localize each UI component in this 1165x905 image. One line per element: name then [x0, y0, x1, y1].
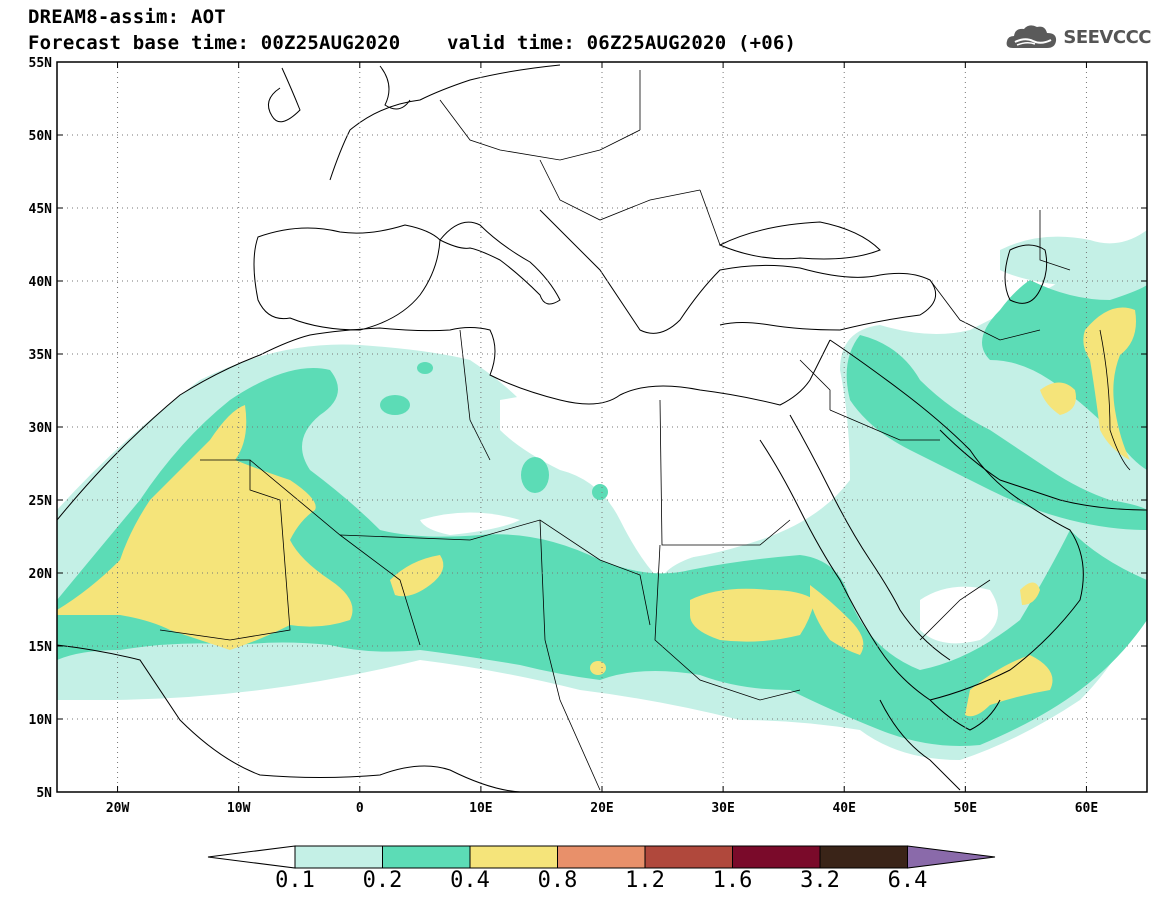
lat-label: 25N — [29, 494, 53, 509]
lat-label: 40N — [29, 275, 53, 290]
colorbar-label: 0.4 — [450, 868, 490, 893]
map-subtitle: Forecast base time: 00Z25AUG2020 valid t… — [28, 32, 797, 54]
lon-label: 60E — [1075, 801, 1098, 816]
map-title: DREAM8-assim: AOT — [28, 6, 226, 28]
colorbar-segment — [294, 845, 383, 869]
lon-label: 0 — [356, 801, 364, 816]
gridlines — [57, 62, 1147, 792]
colorbar-segment — [557, 845, 646, 869]
lat-label: 20N — [29, 567, 53, 582]
longitude-labels: 20W 10W 0 10E 20E 30E 40E 50E 60E — [106, 801, 1098, 816]
colorbar-label: 1.6 — [712, 868, 753, 893]
colorbar-segment — [819, 845, 908, 869]
cloud-icon — [1006, 25, 1057, 48]
lat-label: 30N — [29, 421, 53, 436]
colorbar-arrow-low — [207, 845, 296, 869]
colorbar-label: 0.1 — [275, 868, 315, 893]
aot-field-high — [57, 307, 1136, 717]
seevccc-logo: SEEVCCC — [1005, 22, 1151, 52]
latitude-labels: 55N 50N 45N 40N 35N 30N 25N 20N 15N 10N 5N — [29, 56, 53, 801]
lat-label: 5N — [36, 786, 52, 801]
colorbar-label: 6.4 — [887, 868, 928, 893]
coastlines — [57, 64, 1147, 792]
colorbar-segment — [382, 845, 471, 869]
lat-label: 15N — [29, 640, 53, 655]
lon-label: 40E — [832, 801, 855, 816]
lat-label: 50N — [29, 129, 53, 144]
colorbar-label: 0.8 — [537, 868, 578, 893]
colorbar-segment — [469, 845, 558, 869]
lon-label: 20E — [590, 801, 613, 816]
colorbar-segment — [644, 845, 733, 869]
lon-label: 20W — [106, 801, 130, 816]
colorbar-label: 1.2 — [625, 868, 665, 893]
country-borders — [159, 70, 1131, 791]
lon-label: 30E — [711, 801, 734, 816]
colorbar-arrow-high — [907, 845, 996, 869]
lat-label: 10N — [29, 713, 53, 728]
colorbar-segment — [732, 845, 821, 869]
lon-label: 10W — [227, 801, 251, 816]
colorbar — [207, 845, 996, 869]
colorbar-label: 3.2 — [800, 868, 840, 893]
lon-label: 50E — [954, 801, 977, 816]
logo-text: SEEVCCC — [1063, 26, 1151, 48]
lat-label: 55N — [29, 56, 53, 71]
lat-label: 35N — [29, 348, 53, 363]
aot-field-clear — [420, 380, 998, 644]
lon-label: 10E — [469, 801, 492, 816]
colorbar-label: 0.2 — [362, 868, 403, 893]
axis-ticks — [57, 61, 1147, 793]
lat-label: 45N — [29, 202, 53, 217]
